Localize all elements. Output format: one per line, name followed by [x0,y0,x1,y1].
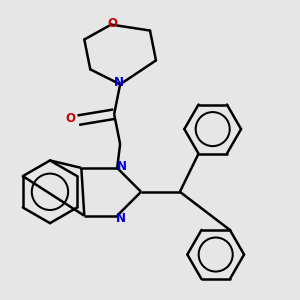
Text: O: O [108,16,118,30]
Text: N: N [117,160,127,173]
Text: N: N [114,76,124,89]
Text: O: O [66,112,76,125]
Text: N: N [116,212,126,225]
